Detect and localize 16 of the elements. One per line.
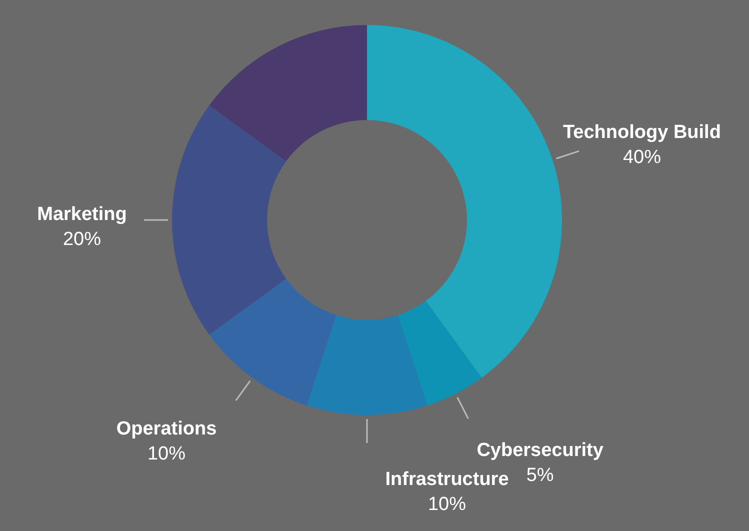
slice-label: Cybersecurity (476, 440, 604, 462)
donut-slice (398, 300, 482, 406)
slice-label: Operations (116, 418, 217, 440)
donut-slice (306, 315, 428, 415)
donut-slice (367, 25, 562, 378)
slice-label: Technology Build (562, 122, 721, 144)
data-label: 5% (526, 465, 554, 486)
donut-slice (209, 25, 367, 162)
data-label: 40% (622, 147, 662, 168)
donut-slice (209, 278, 336, 406)
slice-label: Marketing (37, 204, 127, 225)
data-label: 10% (147, 443, 186, 464)
data-label: 10% (428, 494, 466, 515)
donut-slice (172, 105, 286, 335)
data-label: 20% (62, 229, 102, 250)
slice-label: Infrastructure (385, 469, 509, 490)
